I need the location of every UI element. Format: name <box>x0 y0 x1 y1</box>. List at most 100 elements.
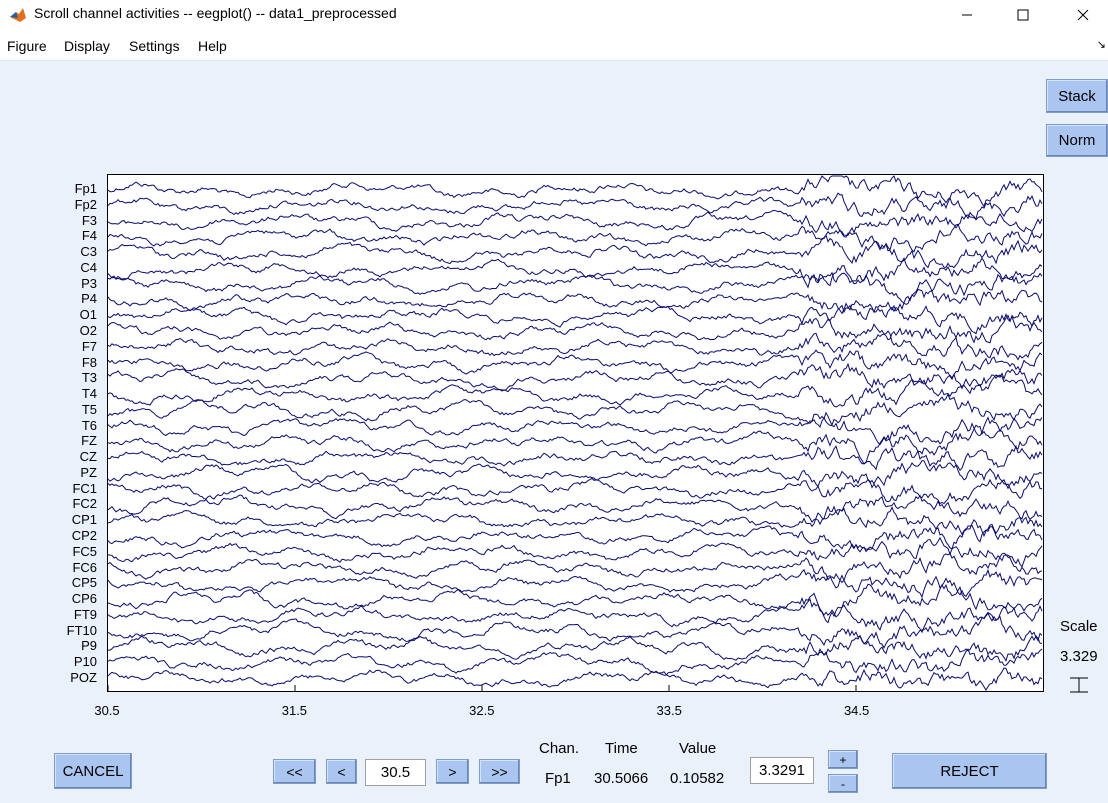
close-button[interactable] <box>1060 0 1106 30</box>
eeg-trace <box>108 598 1043 634</box>
scale-bar-icon <box>1070 677 1088 693</box>
channel-label: C3 <box>80 244 97 260</box>
first-page-button[interactable]: << <box>273 759 316 784</box>
eeg-traces <box>108 175 1043 691</box>
next-page-button[interactable]: > <box>436 759 469 784</box>
channel-label: T4 <box>81 386 97 402</box>
eeg-trace <box>108 374 1043 408</box>
channel-label: FC6 <box>72 559 97 575</box>
channel-label: FZ <box>81 433 97 449</box>
channel-label: P9 <box>81 638 97 654</box>
scale-input[interactable]: 3.3291 <box>750 757 814 784</box>
time-readout: 30.5066 <box>594 770 649 787</box>
eeg-trace <box>108 460 1043 490</box>
matlab-icon <box>10 8 26 22</box>
chan-header: Chan. <box>539 740 580 757</box>
eeg-trace <box>108 634 1043 663</box>
eeg-trace <box>108 648 1043 676</box>
menu-settings[interactable]: Settings <box>129 38 180 54</box>
eeg-trace <box>108 583 1043 618</box>
menu-figure[interactable]: Figure <box>7 38 47 54</box>
eeg-trace <box>108 611 1043 649</box>
time-input[interactable]: 30.5 <box>365 759 426 786</box>
channel-label: F8 <box>81 354 97 370</box>
eeg-trace <box>108 494 1043 526</box>
eeg-trace <box>108 257 1043 289</box>
channel-label: CP1 <box>71 512 97 528</box>
eeg-trace <box>108 552 1043 584</box>
eeg-trace <box>108 175 1043 208</box>
channel-label: P10 <box>73 654 97 670</box>
eeg-trace <box>108 667 1043 691</box>
eeg-trace <box>108 314 1043 344</box>
channel-label: C4 <box>80 259 97 275</box>
stack-button[interactable]: Stack <box>1046 79 1108 113</box>
eeg-trace <box>108 477 1043 505</box>
cancel-button[interactable]: CANCEL <box>54 753 132 789</box>
eeg-trace <box>108 568 1043 599</box>
chan-readout: Fp1 <box>545 770 571 787</box>
time-tick-label: 31.5 <box>281 703 308 718</box>
channel-label: O1 <box>79 307 97 323</box>
eeg-trace <box>108 192 1043 220</box>
channel-label: T5 <box>81 401 97 417</box>
eeg-trace <box>108 416 1043 446</box>
eeg-trace <box>108 362 1043 391</box>
time-header: Time <box>605 740 638 757</box>
eeg-plot-area[interactable] <box>107 174 1044 692</box>
channel-label: POZ <box>70 670 97 685</box>
close-icon <box>1077 9 1089 21</box>
channel-label: Fp2 <box>74 196 97 212</box>
channel-label: P3 <box>81 275 97 291</box>
eeg-trace <box>108 271 1043 305</box>
minimize-button[interactable] <box>944 0 990 30</box>
menu-display[interactable]: Display <box>64 38 110 54</box>
channel-label: FC2 <box>72 496 97 512</box>
window-title: Scroll channel activities -- eegplot() -… <box>34 5 397 21</box>
channel-label: FT10 <box>66 622 97 638</box>
eeg-trace <box>108 524 1043 553</box>
channel-label: Fp1 <box>74 181 97 196</box>
eeg-trace <box>108 209 1043 236</box>
scale-increase-button[interactable]: + <box>828 750 858 769</box>
eeg-trace <box>108 233 1043 269</box>
eeg-trace <box>108 349 1043 381</box>
title-bar: Scroll channel activities -- eegplot() -… <box>0 0 1108 30</box>
channel-label: F4 <box>81 228 97 244</box>
eeg-trace <box>108 330 1043 361</box>
eeg-trace <box>108 506 1043 538</box>
maximize-button[interactable] <box>1000 0 1046 30</box>
channel-label: FC5 <box>72 543 97 559</box>
maximize-icon <box>1017 9 1029 21</box>
channel-label: CP5 <box>71 575 97 591</box>
time-tick-label: 34.5 <box>843 703 870 718</box>
channel-label: CP2 <box>71 528 97 544</box>
scale-value: 3.329 <box>1060 648 1098 665</box>
value-header: Value <box>679 740 717 757</box>
eeg-trace <box>108 444 1043 472</box>
last-page-button[interactable]: >> <box>479 759 520 784</box>
time-tick-label: 33.5 <box>656 703 682 718</box>
dock-arrow-icon[interactable]: ↘ <box>1096 39 1106 51</box>
menu-help[interactable]: Help <box>198 38 227 54</box>
norm-button[interactable]: Norm <box>1046 124 1108 157</box>
channel-label: PZ <box>80 464 97 480</box>
time-tick-label: 32.5 <box>469 703 495 718</box>
channel-label: F7 <box>81 338 97 354</box>
reject-button[interactable]: REJECT <box>892 753 1047 789</box>
eeg-trace <box>108 424 1043 465</box>
channel-label: FC1 <box>72 480 97 496</box>
channel-label: F3 <box>81 212 97 228</box>
prev-page-button[interactable]: < <box>326 759 357 784</box>
eeg-trace <box>108 304 1043 335</box>
time-tick-label: 30.5 <box>94 703 120 718</box>
eeg-trace <box>108 393 1043 427</box>
minimize-icon <box>962 14 972 16</box>
channel-label: CP6 <box>71 591 97 607</box>
channel-label: P4 <box>81 291 97 307</box>
channel-label: T6 <box>81 417 97 433</box>
channel-label: CZ <box>79 449 97 465</box>
menu-bar: Figure Display Settings Help ↘ <box>0 30 1108 61</box>
eeg-trace <box>108 223 1043 253</box>
scale-decrease-button[interactable]: - <box>828 774 858 793</box>
